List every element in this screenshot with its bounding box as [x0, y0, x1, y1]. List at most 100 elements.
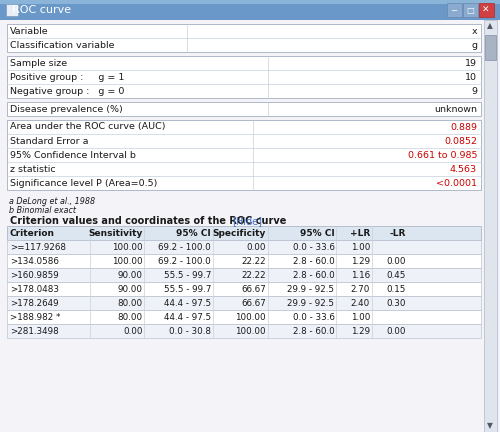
Bar	[484, 20, 497, 432]
Text: 2.8 - 60.0: 2.8 - 60.0	[292, 270, 335, 280]
Bar	[7, 120, 481, 190]
Text: >160.9859: >160.9859	[10, 270, 59, 280]
Text: 0.15: 0.15	[386, 285, 406, 293]
Text: Sensitivity: Sensitivity	[88, 229, 142, 238]
Text: 100.00: 100.00	[235, 312, 266, 321]
Bar	[7, 102, 481, 116]
Bar	[7, 254, 481, 268]
Text: 29.9 - 92.5: 29.9 - 92.5	[288, 285, 335, 293]
Text: 22.22: 22.22	[241, 257, 266, 266]
Text: g: g	[471, 41, 477, 50]
Bar	[6, 4, 18, 16]
Text: 0.0 - 33.6: 0.0 - 33.6	[292, 312, 335, 321]
Text: 1.00: 1.00	[350, 242, 370, 251]
Text: 1.29: 1.29	[351, 257, 370, 266]
Bar	[7, 296, 481, 310]
Text: 0.00: 0.00	[386, 257, 406, 266]
Text: 22.22: 22.22	[241, 270, 266, 280]
Text: >281.3498: >281.3498	[10, 327, 59, 336]
Text: Disease prevalence (%): Disease prevalence (%)	[10, 105, 123, 114]
Bar	[479, 3, 494, 17]
Bar	[485, 35, 496, 60]
Text: 66.67: 66.67	[241, 285, 266, 293]
Bar	[7, 268, 481, 282]
Text: 95% CI: 95% CI	[176, 229, 211, 238]
Text: 0.30: 0.30	[386, 299, 406, 308]
Text: 1.16: 1.16	[351, 270, 370, 280]
Bar	[447, 3, 462, 17]
Text: Negative group :   g = 0: Negative group : g = 0	[10, 86, 124, 95]
Text: a DeLong et al., 1988: a DeLong et al., 1988	[9, 197, 95, 206]
Text: 95% Confidence Interval b: 95% Confidence Interval b	[10, 150, 136, 159]
Text: 55.5 - 99.7: 55.5 - 99.7	[164, 270, 211, 280]
Text: 0.0 - 30.8: 0.0 - 30.8	[169, 327, 211, 336]
Text: □: □	[466, 6, 474, 15]
Text: 1.00: 1.00	[350, 312, 370, 321]
Bar	[7, 282, 481, 296]
Text: Classification variable: Classification variable	[10, 41, 115, 50]
Text: >178.2649: >178.2649	[10, 299, 58, 308]
Text: Criterion: Criterion	[10, 229, 55, 238]
Bar	[463, 3, 478, 17]
Text: ─: ─	[452, 6, 456, 15]
Text: 69.2 - 100.0: 69.2 - 100.0	[158, 242, 211, 251]
Text: >=117.9268: >=117.9268	[10, 242, 66, 251]
Text: >178.0483: >178.0483	[10, 285, 59, 293]
Text: 0.889: 0.889	[450, 123, 477, 131]
Text: 69.2 - 100.0: 69.2 - 100.0	[158, 257, 211, 266]
Text: 2.8 - 60.0: 2.8 - 60.0	[292, 327, 335, 336]
Bar	[7, 226, 481, 240]
Text: 0.0 - 33.6: 0.0 - 33.6	[292, 242, 335, 251]
Text: 1.29: 1.29	[351, 327, 370, 336]
Text: 0.00: 0.00	[386, 327, 406, 336]
Text: 44.4 - 97.5: 44.4 - 97.5	[164, 299, 211, 308]
Text: Sample size: Sample size	[10, 58, 67, 67]
Text: ▲: ▲	[487, 22, 493, 31]
Text: Specificity: Specificity	[212, 229, 266, 238]
Text: 0.00: 0.00	[123, 327, 142, 336]
Text: 66.67: 66.67	[241, 299, 266, 308]
Bar	[7, 240, 481, 254]
Text: Significance level P (Area=0.5): Significance level P (Area=0.5)	[10, 178, 158, 187]
Text: <0.0001: <0.0001	[436, 178, 477, 187]
Bar	[0, 0, 500, 4]
Text: z statistic: z statistic	[10, 165, 56, 174]
Text: 100.00: 100.00	[235, 327, 266, 336]
Text: 0.0852: 0.0852	[444, 137, 477, 146]
Text: +LR: +LR	[350, 229, 370, 238]
Text: 80.00: 80.00	[118, 299, 142, 308]
Text: 9: 9	[471, 86, 477, 95]
Text: 55.5 - 99.7: 55.5 - 99.7	[164, 285, 211, 293]
Text: x: x	[472, 26, 477, 35]
Text: Criterion values and coordinates of the ROC curve: Criterion values and coordinates of the …	[10, 216, 286, 226]
Text: 2.70: 2.70	[350, 285, 370, 293]
Text: [Hide]: [Hide]	[232, 216, 262, 226]
Text: b Binomial exact: b Binomial exact	[9, 206, 76, 215]
Text: -LR: -LR	[389, 229, 406, 238]
Bar	[7, 310, 481, 324]
Text: 90.00: 90.00	[118, 285, 142, 293]
Text: 80.00: 80.00	[118, 312, 142, 321]
Bar	[7, 324, 481, 338]
Text: 2.8 - 60.0: 2.8 - 60.0	[292, 257, 335, 266]
Text: >188.982 *: >188.982 *	[10, 312, 60, 321]
Text: unknown: unknown	[434, 105, 477, 114]
Text: 44.4 - 97.5: 44.4 - 97.5	[164, 312, 211, 321]
Text: 29.9 - 92.5: 29.9 - 92.5	[288, 299, 335, 308]
Text: ROC curve: ROC curve	[12, 5, 71, 15]
Text: ✕: ✕	[482, 6, 490, 15]
Text: Area under the ROC curve (AUC): Area under the ROC curve (AUC)	[10, 123, 166, 131]
Text: 0.661 to 0.985: 0.661 to 0.985	[408, 150, 477, 159]
Text: 19: 19	[465, 58, 477, 67]
Text: Variable: Variable	[10, 26, 48, 35]
Text: 10: 10	[465, 73, 477, 82]
Text: ▼: ▼	[487, 422, 493, 431]
Text: 0.00: 0.00	[246, 242, 266, 251]
Text: 100.00: 100.00	[112, 257, 142, 266]
Text: 95% CI: 95% CI	[300, 229, 334, 238]
Bar	[0, 0, 500, 20]
Text: Positive group :     g = 1: Positive group : g = 1	[10, 73, 124, 82]
Text: >134.0586: >134.0586	[10, 257, 59, 266]
Text: 4.563: 4.563	[450, 165, 477, 174]
Bar	[7, 24, 481, 52]
